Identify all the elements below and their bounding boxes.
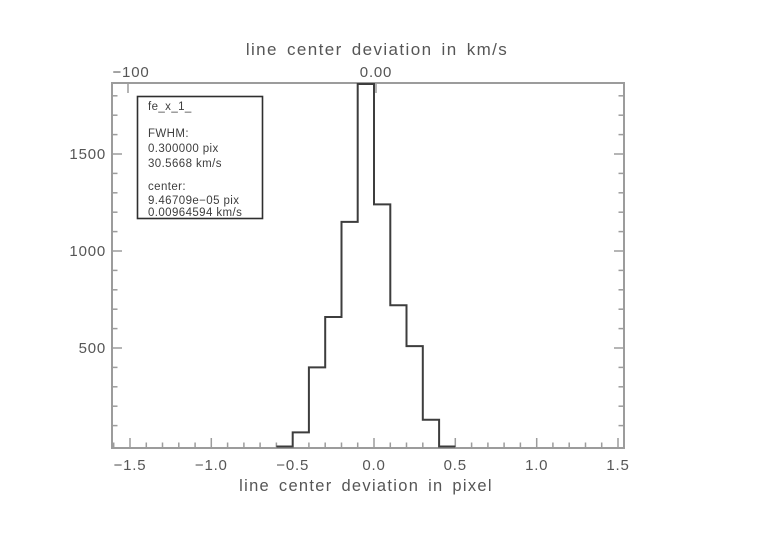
x-tick-label: 1.0 [525, 457, 548, 474]
x-tick-label: 0.0 [362, 457, 385, 474]
x-tick-label: 1.5 [606, 457, 629, 474]
legend-center-kms: 0.00964594 km/s [148, 207, 242, 219]
legend-box [136, 95, 264, 220]
x-top-tick-label: −100 [113, 64, 150, 81]
histogram-line [276, 83, 456, 448]
bottom-axis-label: line center deviation in pixel [239, 477, 493, 495]
tick-labels: −1.5 −1.0 −0.5 0.0 0.5 1.0 1.5 −100 0.00 500 1000 1… [69, 64, 629, 474]
legend-fwhm-label: FWHM: [148, 128, 189, 140]
x-tick-label: 0.5 [444, 457, 467, 474]
axis-ticks [112, 84, 623, 447]
x-top-tick-label: 0.00 [360, 64, 392, 81]
top-axis-title: line center deviation in km/s [246, 40, 508, 59]
y-tick-label: 1500 [69, 146, 106, 163]
x-tick-label: −1.0 [195, 457, 228, 474]
legend-line-name: fe_x_1_ [148, 101, 192, 113]
legend-center-pix: 9.46709e−05 pix [148, 195, 239, 207]
y-tick-label: 500 [79, 340, 106, 357]
legend-center-label: center: [148, 181, 186, 193]
legend-fwhm-kms: 30.5668 km/s [148, 158, 222, 170]
legend-fwhm-pix: 0.300000 pix [148, 143, 219, 155]
legend: fe_x_1_ FWHM: 0.300000 pix 30.5668 km/s … [136, 95, 264, 220]
x-tick-label: −0.5 [276, 457, 309, 474]
y-tick-label: 1000 [69, 243, 106, 260]
x-tick-label: −1.5 [114, 457, 147, 474]
